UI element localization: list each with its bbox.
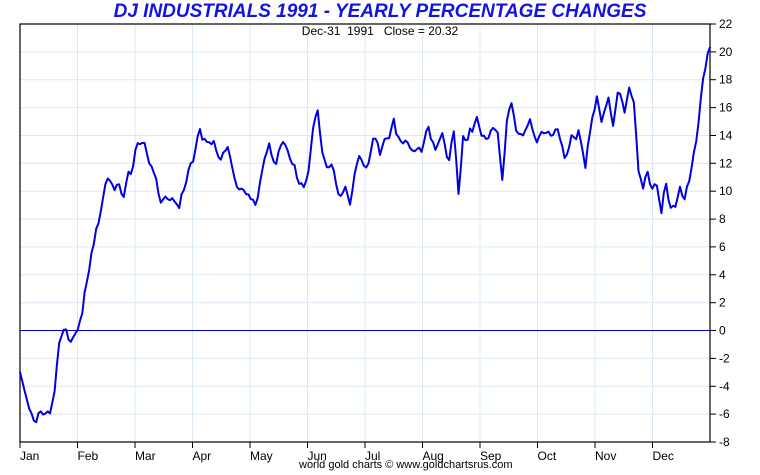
- svg-text:-2: -2: [719, 351, 730, 365]
- svg-text:Mar: Mar: [135, 449, 156, 463]
- svg-text:6: 6: [719, 240, 726, 254]
- svg-text:12: 12: [719, 156, 733, 170]
- svg-text:20: 20: [719, 45, 733, 59]
- svg-text:-4: -4: [719, 379, 730, 393]
- svg-text:4: 4: [719, 268, 726, 282]
- svg-text:16: 16: [719, 101, 733, 115]
- svg-text:Feb: Feb: [78, 449, 99, 463]
- svg-text:Apr: Apr: [193, 449, 212, 463]
- svg-text:10: 10: [719, 184, 733, 198]
- svg-text:14: 14: [719, 129, 733, 143]
- svg-text:-8: -8: [719, 435, 730, 449]
- svg-text:-6: -6: [719, 407, 730, 421]
- svg-text:Jan: Jan: [20, 449, 39, 463]
- svg-text:0: 0: [719, 324, 726, 338]
- svg-text:May: May: [250, 449, 273, 463]
- svg-text:18: 18: [719, 73, 733, 87]
- svg-text:8: 8: [719, 212, 726, 226]
- svg-text:2: 2: [719, 296, 726, 310]
